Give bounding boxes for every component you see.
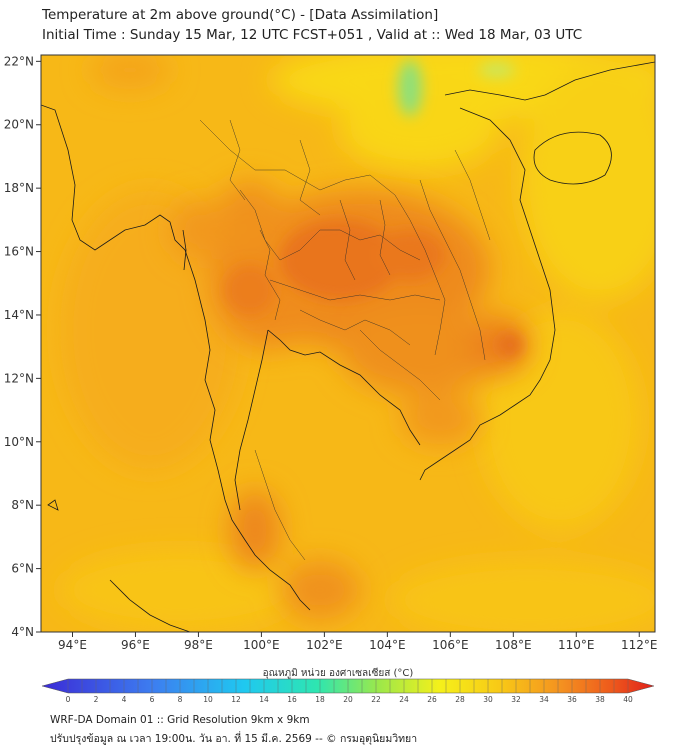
lat-tick-label: 6°N	[11, 562, 34, 576]
lon-tick-label: 102°E	[306, 638, 343, 652]
colorbar-label: 40	[623, 695, 633, 704]
lon-tick-label: 108°E	[495, 638, 532, 652]
lat-tick-label: 12°N	[4, 371, 34, 385]
lon-tick-label: 104°E	[369, 638, 406, 652]
colorbar: 0 2 4 6 8 10 12 14 16 18 20 22 24 26 28 30 32 34 36 38 40	[42, 679, 654, 704]
lon-tick-label: 98°E	[184, 638, 213, 652]
colorbar-label: 28	[455, 695, 465, 704]
colorbar-label: 30	[483, 695, 493, 704]
lat-tick-label: 20°N	[4, 118, 34, 132]
colorbar-label: 4	[122, 695, 127, 704]
footer-model-info: WRF-DA Domain 01 :: Grid Resolution 9km …	[50, 714, 310, 726]
temperature-map: 94°E 96°E 98°E 100°E 102°E 104°E 106°E 108°E 110…	[0, 0, 676, 710]
temperature-field	[41, 40, 676, 640]
lat-tick-label: 22°N	[4, 54, 34, 68]
lat-tick-label: 8°N	[11, 498, 34, 512]
colorbar-label: 20	[343, 695, 353, 704]
colorbar-label: 34	[539, 695, 549, 704]
lon-tick-label: 110°E	[558, 638, 595, 652]
colorbar-label: 14	[259, 695, 269, 704]
colorbar-title: อุณหภูมิ หน่วย องศาเซลเซียส (°C)	[0, 666, 676, 681]
colorbar-label: 8	[178, 695, 183, 704]
lon-tick-label: 96°E	[121, 638, 150, 652]
longitude-axis: 94°E 96°E 98°E 100°E 102°E 104°E 106°E 108°E 110…	[58, 632, 657, 652]
colorbar-label: 22	[371, 695, 381, 704]
latitude-axis: 4°N 6°N 8°N 10°N 12°N 14°N 16°N 18°N 20°N 22°N	[4, 54, 41, 639]
colorbar-label: 16	[287, 695, 297, 704]
footer-update-info: ปรับปรุงข้อมูล ณ เวลา 19:00น. วัน อา. ที…	[50, 730, 417, 747]
colorbar-label: 10	[203, 695, 213, 704]
colorbar-label: 2	[94, 695, 99, 704]
lat-tick-label: 10°N	[4, 435, 34, 449]
colorbar-label: 18	[315, 695, 325, 704]
lon-tick-label: 94°E	[58, 638, 87, 652]
colorbar-label: 36	[567, 695, 577, 704]
colorbar-label: 0	[66, 695, 71, 704]
lat-tick-label: 16°N	[4, 245, 34, 259]
lat-tick-label: 18°N	[4, 181, 34, 195]
colorbar-label: 6	[150, 695, 155, 704]
lat-tick-label: 4°N	[11, 625, 34, 639]
lat-tick-label: 14°N	[4, 308, 34, 322]
colorbar-label: 26	[427, 695, 437, 704]
colorbar-label: 38	[595, 695, 605, 704]
lon-tick-label: 106°E	[432, 638, 469, 652]
colorbar-label: 12	[231, 695, 241, 704]
lon-tick-label: 100°E	[243, 638, 280, 652]
colorbar-label: 24	[399, 695, 409, 704]
colorbar-label: 32	[511, 695, 521, 704]
lon-tick-label: 112°E	[621, 638, 658, 652]
